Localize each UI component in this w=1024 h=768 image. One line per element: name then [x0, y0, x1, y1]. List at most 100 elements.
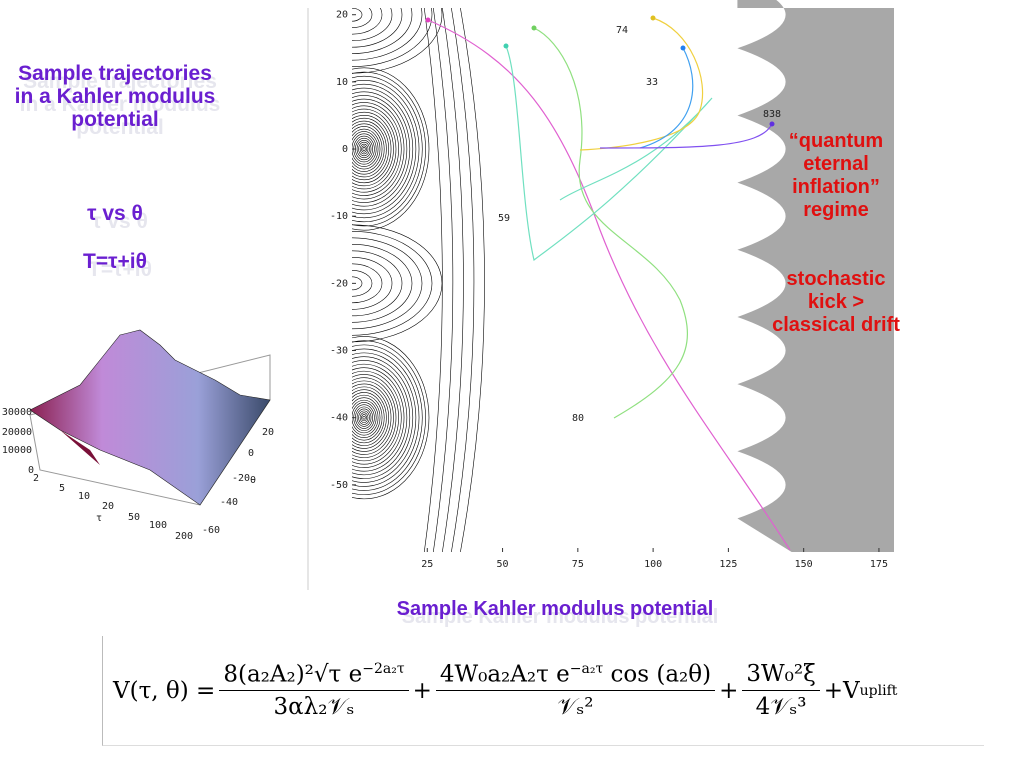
contour [352, 67, 430, 231]
contour [362, 415, 366, 420]
contour [352, 117, 389, 181]
theta-label: 20 [262, 427, 274, 438]
contour [352, 108, 397, 190]
contour [352, 95, 408, 203]
contours [352, 8, 485, 552]
formula-plus: + [823, 677, 844, 704]
contour [352, 392, 385, 444]
contour [355, 137, 373, 161]
y-tick-label: -40 [330, 413, 348, 424]
start-point [425, 17, 431, 23]
caption: Sample Kahler modulus potential [396, 598, 714, 620]
y-tick-label: -10 [330, 211, 348, 222]
formula-part: 𝒱ₛ² [557, 694, 594, 721]
formula-plus: + [719, 677, 739, 704]
contour [352, 367, 405, 468]
contour [352, 98, 405, 200]
contour [352, 133, 377, 165]
left-line: T=τ+iθ [83, 250, 147, 273]
contour [352, 257, 393, 310]
tau-label: 10 [78, 491, 90, 502]
contour [352, 399, 379, 436]
contour [352, 244, 413, 323]
contour [352, 8, 423, 61]
formula-part: −a₂τ [569, 660, 604, 677]
contour [352, 231, 433, 336]
z-label: 10000 [2, 445, 32, 456]
formula-part: 3αλ₂𝒱ₛ [273, 694, 355, 721]
contour [352, 83, 417, 215]
trajectory [639, 47, 694, 149]
contour [358, 410, 370, 425]
contour [352, 102, 402, 196]
y-tick-label: 0 [342, 144, 348, 155]
formula-part: 4𝒱ₛ³ [755, 694, 807, 720]
trajectory [533, 27, 688, 419]
trajectory-label: 74 [616, 25, 628, 36]
theta-symbol: θ [250, 475, 256, 486]
tau-label: 200 [175, 531, 193, 542]
x-tick-label: 150 [795, 559, 813, 570]
formula-part: uplift [859, 682, 898, 699]
trajectory-label: 33 [646, 77, 658, 88]
x-tick-label: 125 [719, 559, 737, 570]
fraction: 4W₀a₂A₂τ e−a₂τ cos (a₂θ) 𝒱ₛ² [435, 660, 716, 721]
contour [355, 406, 373, 429]
tau-label: 20 [102, 501, 114, 512]
contour [361, 145, 367, 153]
contour [442, 8, 464, 552]
start-point [769, 121, 775, 127]
z-label: 0 [28, 465, 34, 476]
contour [352, 250, 403, 317]
contour [352, 8, 383, 35]
start-point [503, 43, 509, 49]
z-label: 30000 [2, 407, 32, 418]
tau-label: 2 [33, 473, 39, 484]
formula-part: −2a₂τ [362, 660, 405, 677]
contour [352, 386, 389, 449]
contour [352, 397, 381, 438]
left-line: τ vs θ [87, 202, 143, 225]
x-tick-label: 25 [421, 559, 433, 570]
contour [352, 276, 363, 291]
contour [352, 370, 402, 465]
contour [362, 147, 366, 151]
theta-label: -40 [220, 497, 238, 508]
fraction: 8(a₂A₂)²√τ e−2a₂τ 3αλ₂𝒱ₛ [219, 660, 409, 721]
y-tick-label: -20 [330, 278, 348, 289]
tau-label: 50 [128, 512, 140, 523]
contour [352, 8, 433, 68]
x-tick-label: 175 [870, 559, 888, 570]
contour [352, 111, 394, 187]
contour [352, 224, 443, 343]
contour [356, 139, 372, 159]
contour [352, 374, 399, 462]
contour [361, 414, 367, 422]
x-tick-label: 50 [497, 559, 509, 570]
regime-text: “quantum eternal inflation” regime [788, 130, 884, 221]
contour [352, 8, 413, 55]
contour [352, 352, 417, 483]
surface-plot: 300002000010000025102050100200τ200-20-40… [2, 329, 274, 542]
contour [352, 340, 426, 495]
formula-plus: + [412, 677, 432, 704]
formula-part: cos (a₂θ) [603, 661, 712, 688]
tau-symbol: τ [96, 513, 102, 524]
y-tick-label: -30 [330, 346, 348, 357]
trajectories [425, 15, 791, 551]
trajectory [505, 45, 713, 262]
contour [352, 8, 443, 74]
contour [352, 377, 397, 458]
contour [352, 380, 394, 455]
contour [352, 120, 387, 178]
formula-part: V [843, 677, 860, 704]
contour [352, 75, 423, 223]
contour [359, 143, 369, 155]
x-tick-label: 100 [644, 559, 662, 570]
condition-text: stochastic kick > classical drift [772, 268, 900, 336]
formula-part: 4W₀a₂A₂τ e [439, 661, 570, 688]
contour [352, 71, 426, 227]
contour [460, 8, 485, 552]
y-tick-label: -50 [330, 480, 348, 491]
